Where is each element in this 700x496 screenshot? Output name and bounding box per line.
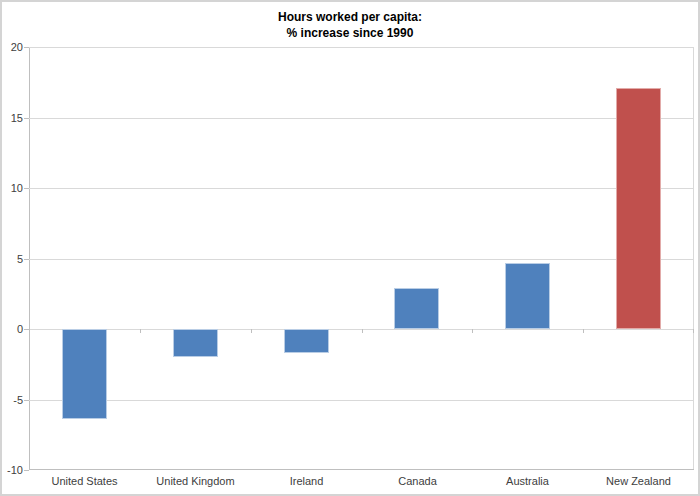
- y-tick-label-15: 15: [2, 111, 23, 125]
- bar-canada: [394, 288, 439, 329]
- gridline-y-10: [29, 188, 694, 189]
- x-tick-2: [251, 329, 252, 333]
- bar-ireland: [284, 329, 329, 353]
- gridline-y--5: [29, 400, 694, 401]
- y-tick-label--5: -5: [2, 393, 23, 407]
- y-tick-15: [24, 118, 29, 119]
- x-tick-0: [29, 329, 30, 333]
- chart-title: Hours worked per capita: % increase sinc…: [2, 9, 698, 41]
- gridline-y-5: [29, 259, 694, 260]
- bar-australia: [505, 263, 550, 329]
- y-tick-10: [24, 188, 29, 189]
- gridline-y-15: [29, 118, 694, 119]
- x-tick-6: [693, 329, 694, 333]
- x-axis-label-canada: Canada: [362, 474, 473, 488]
- x-axis-label-ireland: Ireland: [251, 474, 362, 488]
- y-tick-label--10: -10: [2, 463, 23, 477]
- y-tick--5: [24, 400, 29, 401]
- bar-united-kingdom: [173, 329, 218, 357]
- x-tick-4: [472, 329, 473, 333]
- y-tick-5: [24, 259, 29, 260]
- x-axis-label-united-kingdom: United Kingdom: [140, 474, 251, 488]
- chart-window: Hours worked per capita: % increase sinc…: [0, 0, 700, 496]
- x-tick-5: [583, 329, 584, 333]
- chart-title-line-1: Hours worked per capita:: [2, 9, 698, 25]
- y-tick-label-5: 5: [2, 252, 23, 266]
- bar-new-zealand: [616, 88, 661, 329]
- x-tick-3: [362, 329, 363, 333]
- x-axis-label-united-states: United States: [29, 474, 140, 488]
- gridline-y-20: [29, 47, 694, 48]
- plot-bottom-border: [29, 469, 694, 470]
- x-tick-1: [140, 329, 141, 333]
- y-tick-label-20: 20: [2, 40, 23, 54]
- chart-title-line-2: % increase since 1990: [2, 25, 698, 41]
- y-tick-20: [24, 47, 29, 48]
- x-axis-label-new-zealand: New Zealand: [583, 474, 694, 488]
- y-tick-label-0: 0: [2, 322, 23, 336]
- y-tick-label-10: 10: [2, 181, 23, 195]
- x-axis-label-australia: Australia: [472, 474, 583, 488]
- y-tick--10: [24, 470, 29, 471]
- plot-area: [29, 47, 694, 470]
- bar-united-states: [62, 329, 107, 419]
